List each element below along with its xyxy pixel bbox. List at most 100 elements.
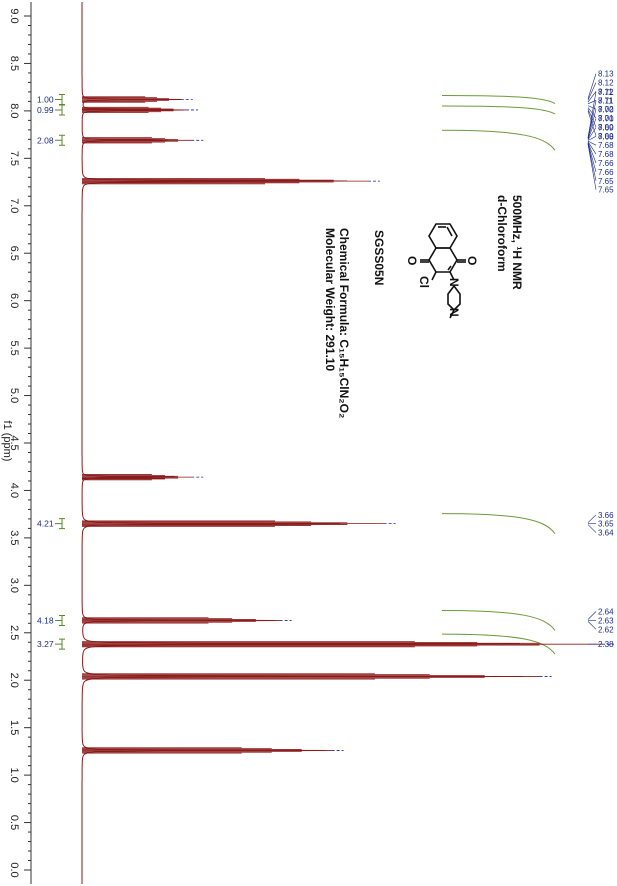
peak-label: 8.11 <box>598 96 614 105</box>
peak-labels: 8.138.128.118.118.028.018.008.007.727.71… <box>587 70 614 649</box>
peak-label: 8.12 <box>598 78 614 87</box>
integral-bracket <box>55 614 65 626</box>
peak-label: 8.00 <box>598 132 614 141</box>
nitrogen-atom-2: N <box>447 308 461 317</box>
peak-label-leader <box>587 621 597 630</box>
peak-label: 7.72 <box>598 88 614 97</box>
chlorine-atom: Cl <box>417 276 431 288</box>
peak-label-leader <box>587 514 597 523</box>
peak-label: 3.66 <box>598 511 614 520</box>
axis-title: f1 (ppm) <box>1 421 13 462</box>
peak-label: 7.65 <box>598 177 614 186</box>
peak-label: 8.02 <box>598 105 614 114</box>
integral-curve <box>441 129 556 151</box>
peak-label: 7.71 <box>598 97 614 106</box>
tick-label: 9.0 <box>8 8 20 23</box>
peak-label: 8.01 <box>598 114 614 123</box>
integral-bracket <box>55 104 65 116</box>
tick-label: 5.5 <box>8 340 20 355</box>
peak-label: 7.68 <box>598 150 614 159</box>
integral-bracket <box>55 638 65 650</box>
peak-label-leader <box>587 143 597 181</box>
instrument-label: 500MHz, ¹H NMR <box>510 195 524 290</box>
tick-label: 7.5 <box>8 151 20 166</box>
peak-label: 3.64 <box>598 529 614 538</box>
oxygen-atom-bottom: O <box>405 256 419 265</box>
peak-label: 7.66 <box>598 159 614 168</box>
peak-label-leader <box>587 82 597 101</box>
peak-label-leader <box>587 142 597 164</box>
integral-value: 3.27 <box>37 639 54 649</box>
compound-id: SGSS05N <box>372 230 386 285</box>
axis-ticks: 9.0 8.5 8.0 7.5 7.0 6.5 6.0 5.5 5.0 4.5 4.0 3.5 3.0 2… <box>8 8 31 878</box>
peak-label-leader <box>587 144 597 190</box>
integral-curve <box>441 633 556 655</box>
peak-label-leader <box>587 127 597 141</box>
tick-label: 3.0 <box>8 578 20 593</box>
solvent-label: d-Chloroform <box>495 195 509 272</box>
tick-label: 6.5 <box>8 246 20 261</box>
tick-label: 0.5 <box>8 815 20 830</box>
integral-bracket <box>55 518 65 530</box>
integral-value: 2.08 <box>37 135 54 145</box>
peak-label-leader <box>587 91 597 103</box>
peak-label-leader <box>587 140 597 146</box>
peak-label: 7.70 <box>598 106 614 115</box>
integral-curve <box>441 95 556 104</box>
tick-label: 1.5 <box>8 720 20 735</box>
peak-label: 8.00 <box>598 123 614 132</box>
peak-label: 8.11 <box>598 87 614 96</box>
tick-label: 1.0 <box>8 767 20 782</box>
peak-label-leader <box>587 109 597 139</box>
peak-label-leader <box>587 611 597 620</box>
integral-bracket <box>55 134 65 146</box>
peak-label-leader <box>587 73 597 99</box>
peak-label: 2.64 <box>598 608 614 617</box>
integral-curve <box>441 609 556 631</box>
integral-value: 4.18 <box>37 615 54 625</box>
integral-value: 4.21 <box>37 519 54 529</box>
peak-label: 7.68 <box>598 132 614 141</box>
integral-curve <box>441 513 556 534</box>
peak-label-leader <box>587 142 597 172</box>
peak-label: 8.13 <box>598 70 614 79</box>
peak-label: 2.63 <box>598 616 614 625</box>
integral-curve <box>441 105 556 115</box>
peak-label-leader <box>587 107 597 119</box>
peak-label: 2.38 <box>598 640 614 649</box>
integral-value: 0.99 <box>37 105 54 115</box>
peak-label-leader <box>587 524 597 533</box>
tick-label: 2.0 <box>8 673 20 688</box>
spectrum-trace <box>81 2 524 884</box>
tick-label: 5.0 <box>8 388 20 403</box>
integral-value: 1.00 <box>37 95 54 105</box>
peak-label: 7.69 <box>598 123 614 132</box>
integral-curves <box>441 95 556 655</box>
integral-labels: 1.000.99 2.08 4.21 4.18 3.27 <box>37 94 65 650</box>
peak-label-leader <box>587 141 597 155</box>
peak-label: 7.68 <box>598 141 614 150</box>
peak-label: 2.62 <box>598 625 614 634</box>
tick-label: 7.0 <box>8 198 20 213</box>
chemical-formula: Chemical Formula: C₁₅H₁₅ClN₂O₂ <box>337 228 351 418</box>
tick-label: 6.0 <box>8 293 20 308</box>
peak-label: 7.70 <box>598 115 614 124</box>
tick-label: 2.5 <box>8 625 20 640</box>
peak-label: 7.66 <box>598 168 614 177</box>
molecule-structure <box>420 223 466 319</box>
structure-block: 500MHz, ¹H NMR d-Chloroform O O Cl N N S… <box>323 195 524 418</box>
tick-label: 4.0 <box>8 483 20 498</box>
peak-multiplets <box>82 96 614 754</box>
peak-label: 3.65 <box>598 520 614 529</box>
peak-label-leader <box>587 105 597 110</box>
integral-bracket <box>55 94 65 106</box>
tick-label: 3.5 <box>8 530 20 545</box>
tick-label: 0.0 <box>8 862 20 877</box>
peak-label-leader <box>587 118 597 140</box>
peak-label: 7.65 <box>598 186 614 195</box>
peak-label-leader <box>587 136 597 141</box>
tick-label: 8.0 <box>8 103 20 118</box>
peak-label-leader <box>587 100 597 139</box>
tick-label: 4.5 <box>8 435 20 450</box>
